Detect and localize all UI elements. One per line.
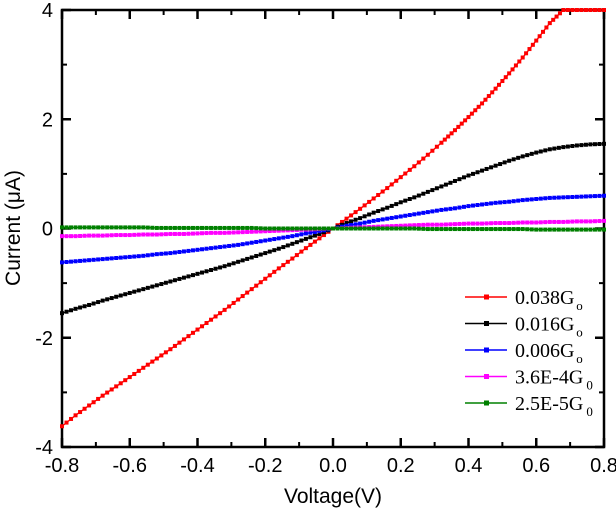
legend-item-4[interactable]: 2.5E-5G 0 bbox=[465, 393, 593, 419]
x-tick-label-8: 0.8 bbox=[590, 455, 616, 477]
y-tick-label-1: -2 bbox=[35, 328, 53, 350]
legend-marker-icon bbox=[484, 294, 489, 300]
legend-marker-icon bbox=[484, 400, 489, 406]
legend-label-subscript-1: o bbox=[576, 325, 583, 340]
legend-label-1: 0.016G bbox=[515, 314, 574, 336]
axis-tick-labels: -0.8 -0.6 -0.4 -0.2 0.0 0.2 0.4 0.6 0.8 -4 -2 0 2 4 bbox=[35, 0, 616, 477]
x-tick-label-5: 0.2 bbox=[387, 455, 415, 477]
legend-label-4: 2.5E-5G bbox=[515, 393, 583, 415]
x-tick-label-4: 0.0 bbox=[319, 455, 347, 477]
legend-label-2: 0.006G bbox=[515, 340, 574, 362]
chart-legend: 0.038G o0.016G o0.006G o3.6E-4G 02.5E-5G 0 bbox=[465, 287, 593, 419]
legend-marker-icon bbox=[484, 321, 489, 326]
legend-label-3: 3.6E-4G bbox=[515, 367, 583, 389]
legend-item-2[interactable]: 0.006G o bbox=[465, 340, 583, 366]
data-series-group bbox=[60, 8, 606, 429]
y-tick-label-3: 2 bbox=[42, 109, 53, 131]
legend-item-3[interactable]: 3.6E-4G 0 bbox=[465, 367, 593, 393]
x-tick-label-0: -0.8 bbox=[45, 455, 79, 477]
y-axis-label: Current (μA) bbox=[2, 170, 25, 286]
x-tick-label-3: -0.2 bbox=[248, 455, 282, 477]
legend-marker-icon bbox=[484, 374, 489, 379]
x-tick-label-7: 0.6 bbox=[522, 455, 550, 477]
legend-item-1[interactable]: 0.016G o bbox=[465, 314, 583, 340]
legend-item-0[interactable]: 0.038G o bbox=[465, 287, 583, 313]
y-tick-label-2: 0 bbox=[42, 219, 53, 241]
legend-label-subscript-0: o bbox=[576, 298, 583, 313]
legend-marker-icon bbox=[484, 347, 489, 353]
y-tick-label-4: 4 bbox=[42, 0, 53, 22]
x-tick-label-1: -0.6 bbox=[113, 455, 147, 477]
series-4 bbox=[60, 225, 606, 232]
x-axis-label: Voltage(V) bbox=[284, 485, 382, 508]
x-tick-label-2: -0.4 bbox=[180, 455, 214, 477]
legend-label-0: 0.038G bbox=[515, 287, 574, 309]
legend-label-subscript-2: o bbox=[576, 351, 583, 366]
legend-label-subscript-3: 0 bbox=[586, 378, 593, 393]
series-0 bbox=[60, 8, 606, 429]
x-tick-label-6: 0.4 bbox=[455, 455, 483, 477]
legend-label-subscript-4: 0 bbox=[586, 404, 593, 419]
y-tick-label-0: -4 bbox=[35, 437, 53, 459]
